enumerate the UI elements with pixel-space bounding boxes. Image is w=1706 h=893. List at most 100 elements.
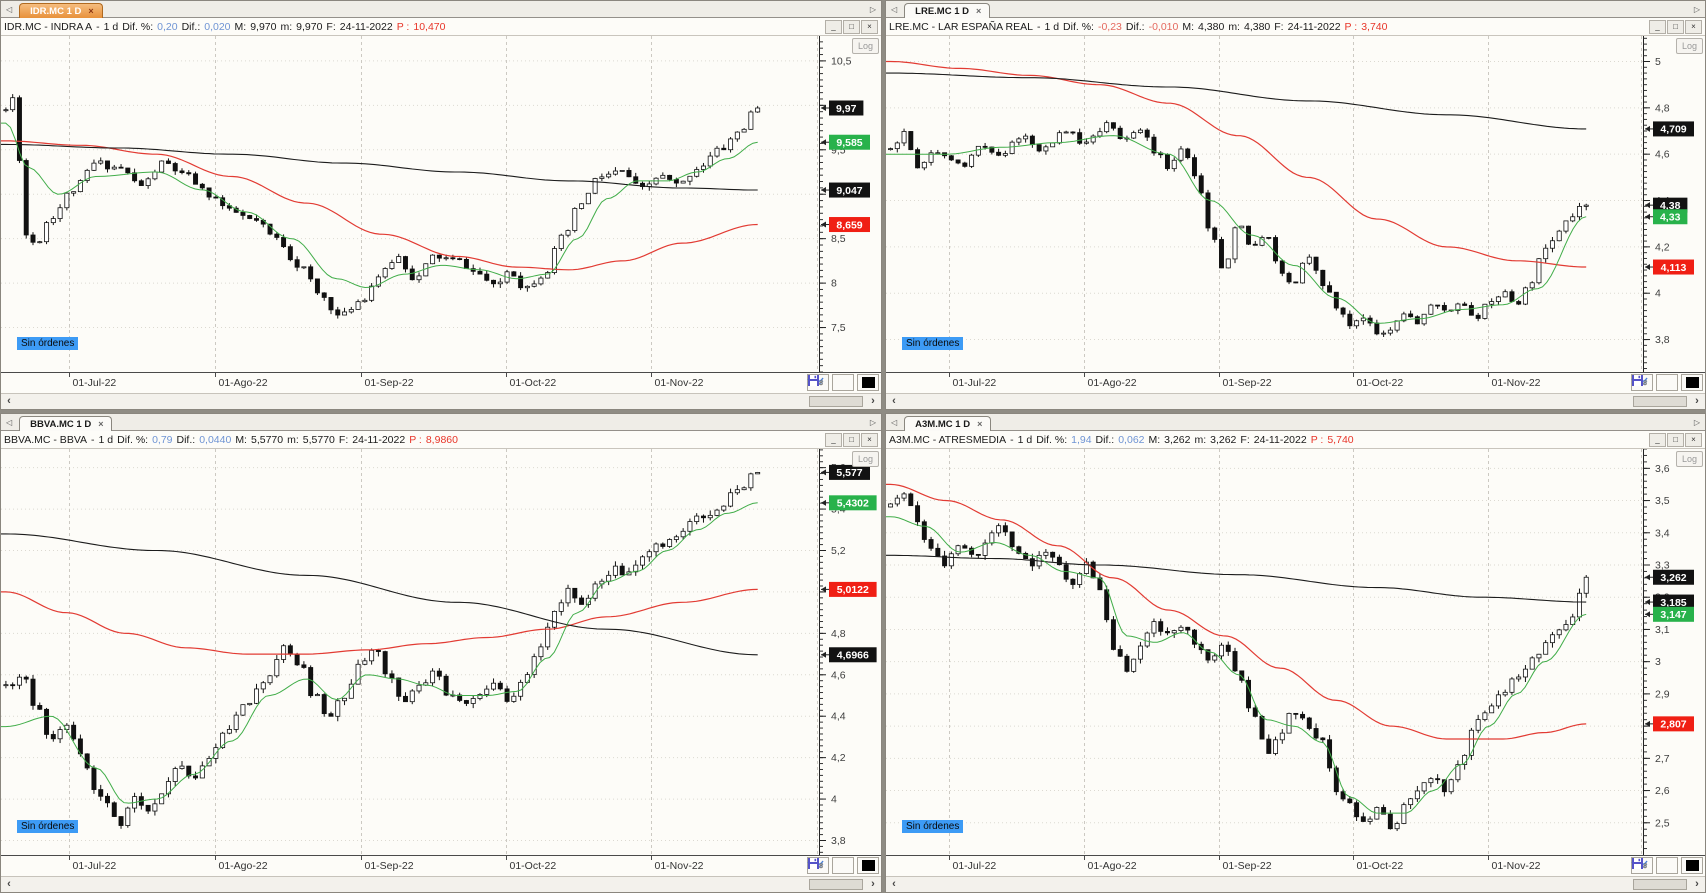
- date-axis-scale[interactable]: 01-Jul-22 01-Ago-22 01-Sep-22 01-Oct-22 01-N…: [886, 856, 1705, 876]
- price-axis-container: 5,65,45,254,84,64,44,243,85,5775,43025,0…: [819, 449, 881, 855]
- tab-label: IDR.MC 1 D: [30, 5, 82, 17]
- tab-scroll-left-icon[interactable]: ◁: [891, 418, 898, 427]
- chart-corner-toolbar: [1631, 374, 1703, 391]
- background-color-button[interactable]: [857, 857, 879, 874]
- maximize-button[interactable]: □: [843, 432, 860, 447]
- p-label: P :: [396, 20, 410, 33]
- candlestick-chart[interactable]: [1, 36, 819, 372]
- svg-text:4,6: 4,6: [1655, 149, 1670, 161]
- horizontal-scrollbar[interactable]: ‹ ›: [1, 393, 881, 409]
- svg-text:5: 5: [1655, 56, 1661, 68]
- candlestick-chart[interactable]: [886, 36, 1643, 372]
- price-axis[interactable]: 5,65,45,254,84,64,44,243,85,5775,43025,0…: [819, 449, 881, 855]
- maximize-button[interactable]: □: [1667, 19, 1684, 34]
- date-axis-scale[interactable]: 01-Jul-22 01-Ago-22 01-Sep-22 01-Oct-22 01-N…: [1, 373, 881, 393]
- tab-scroll-left-icon[interactable]: ◁: [891, 5, 898, 14]
- scroll-left-icon[interactable]: ‹: [892, 878, 896, 890]
- chart-tab[interactable]: LRE.MC 1 D ×: [904, 3, 991, 18]
- price-axis[interactable]: 3,63,53,43,33,23,132,92,82,72,62,53,2623…: [1643, 449, 1705, 855]
- log-scale-button[interactable]: Log: [852, 451, 879, 467]
- title-separator: -: [1010, 433, 1014, 446]
- max-label: M:: [1182, 20, 1195, 33]
- chart-tab[interactable]: A3M.MC 1 D ×: [904, 416, 992, 431]
- save-template-button[interactable]: [1632, 857, 1678, 874]
- svg-text:2,5: 2,5: [1655, 817, 1670, 829]
- horizontal-scrollbar[interactable]: ‹ ›: [886, 393, 1705, 409]
- scroll-right-icon[interactable]: ›: [871, 878, 875, 890]
- tab-close-icon[interactable]: ×: [977, 419, 983, 429]
- chart-tab[interactable]: IDR.MC 1 D ×: [19, 3, 103, 18]
- chart-area: Sin órdenes 54,84,64,44,243,84,7094,384,…: [886, 35, 1705, 372]
- close-button[interactable]: ×: [861, 432, 878, 447]
- minimize-button[interactable]: _: [1649, 432, 1666, 447]
- date-axis-scale[interactable]: 01-Jul-22 01-Ago-22 01-Sep-22 01-Oct-22 01-N…: [1, 856, 881, 876]
- minimize-button[interactable]: _: [825, 19, 842, 34]
- scroll-right-icon[interactable]: ›: [871, 395, 875, 407]
- save-template-button[interactable]: [808, 374, 854, 391]
- candlestick-chart[interactable]: [886, 449, 1643, 855]
- max-value: 3,262: [1164, 433, 1191, 446]
- tab-scroll-right-icon[interactable]: ▷: [869, 418, 876, 427]
- horizontal-scrollbar[interactable]: ‹ ›: [886, 876, 1705, 892]
- session-date-label: F:: [326, 20, 336, 33]
- candlestick-chart[interactable]: [1, 449, 819, 855]
- close-button[interactable]: ×: [1685, 432, 1702, 447]
- instrument-name: LRE.MC - LAR ESPAÑA REAL: [889, 20, 1033, 33]
- scrollbar-thumb[interactable]: [809, 879, 863, 890]
- svg-text:01-Ago-22: 01-Ago-22: [219, 860, 268, 872]
- save-template-button[interactable]: [1632, 374, 1678, 391]
- dif-pct-value: -0,23: [1097, 20, 1122, 33]
- tab-scroll-left-icon[interactable]: ◁: [6, 5, 13, 14]
- tab-close-icon[interactable]: ×: [98, 419, 104, 429]
- background-color-button[interactable]: [1681, 374, 1703, 391]
- svg-text:4,4: 4,4: [831, 711, 846, 723]
- close-button[interactable]: ×: [1685, 19, 1702, 34]
- maximize-button[interactable]: □: [843, 19, 860, 34]
- background-color-button[interactable]: [1681, 857, 1703, 874]
- svg-text:3,262: 3,262: [1660, 572, 1686, 584]
- svg-text:01-Oct-22: 01-Oct-22: [1357, 377, 1404, 389]
- svg-text:5,577: 5,577: [836, 467, 862, 479]
- background-color-button[interactable]: [857, 374, 879, 391]
- date-axis: 01-Jul-22 01-Ago-22 01-Sep-22 01-Oct-22 01-N…: [1, 855, 881, 876]
- scroll-left-icon[interactable]: ‹: [7, 395, 11, 407]
- tab-scroll-left-icon[interactable]: ◁: [6, 418, 13, 427]
- scrollbar-thumb[interactable]: [1633, 879, 1687, 890]
- session-date-label: F:: [1240, 433, 1250, 446]
- tab-scroll-right-icon[interactable]: ▷: [869, 5, 876, 14]
- tab-scroll-right-icon[interactable]: ▷: [1693, 418, 1700, 427]
- scroll-right-icon[interactable]: ›: [1695, 878, 1699, 890]
- log-scale-button[interactable]: Log: [1676, 38, 1703, 54]
- minimize-button[interactable]: _: [825, 432, 842, 447]
- dif-pct-label: Dif. %:: [1063, 20, 1094, 33]
- scroll-left-icon[interactable]: ‹: [7, 878, 11, 890]
- horizontal-scrollbar[interactable]: ‹ ›: [1, 876, 881, 892]
- dif-value: 0,020: [204, 20, 231, 33]
- tab-scroll-right-icon[interactable]: ▷: [1693, 5, 1700, 14]
- min-label: m:: [280, 20, 293, 33]
- chart-area: Sin órdenes 5,65,45,254,84,64,44,243,85,…: [1, 448, 881, 855]
- maximize-button[interactable]: □: [1667, 432, 1684, 447]
- save-template-button[interactable]: [808, 857, 854, 874]
- log-scale-button[interactable]: Log: [1676, 451, 1703, 467]
- chart-tab[interactable]: BBVA.MC 1 D ×: [19, 416, 113, 431]
- minimize-button[interactable]: _: [1649, 19, 1666, 34]
- scrollbar-thumb[interactable]: [809, 396, 863, 407]
- scroll-right-icon[interactable]: ›: [1695, 395, 1699, 407]
- min-value: 4,380: [1243, 20, 1271, 33]
- date-axis-scale[interactable]: 01-Jul-22 01-Ago-22 01-Sep-22 01-Oct-22 01-N…: [886, 373, 1705, 393]
- scroll-left-icon[interactable]: ‹: [892, 395, 896, 407]
- min-value: 3,262: [1210, 433, 1237, 446]
- svg-text:4,2: 4,2: [1655, 241, 1670, 253]
- svg-text:3,6: 3,6: [1655, 463, 1670, 475]
- dif-pct-value: 0,20: [157, 20, 178, 33]
- scrollbar-thumb[interactable]: [1633, 396, 1687, 407]
- tab-close-icon[interactable]: ×: [88, 6, 94, 16]
- close-button[interactable]: ×: [861, 19, 878, 34]
- tab-close-icon[interactable]: ×: [976, 6, 982, 16]
- chart-panel: ◁ BBVA.MC 1 D × ▷ BBVA.MC - BBVA - 1 d D…: [0, 413, 882, 893]
- max-label: M:: [1148, 433, 1161, 446]
- log-scale-button[interactable]: Log: [852, 38, 879, 54]
